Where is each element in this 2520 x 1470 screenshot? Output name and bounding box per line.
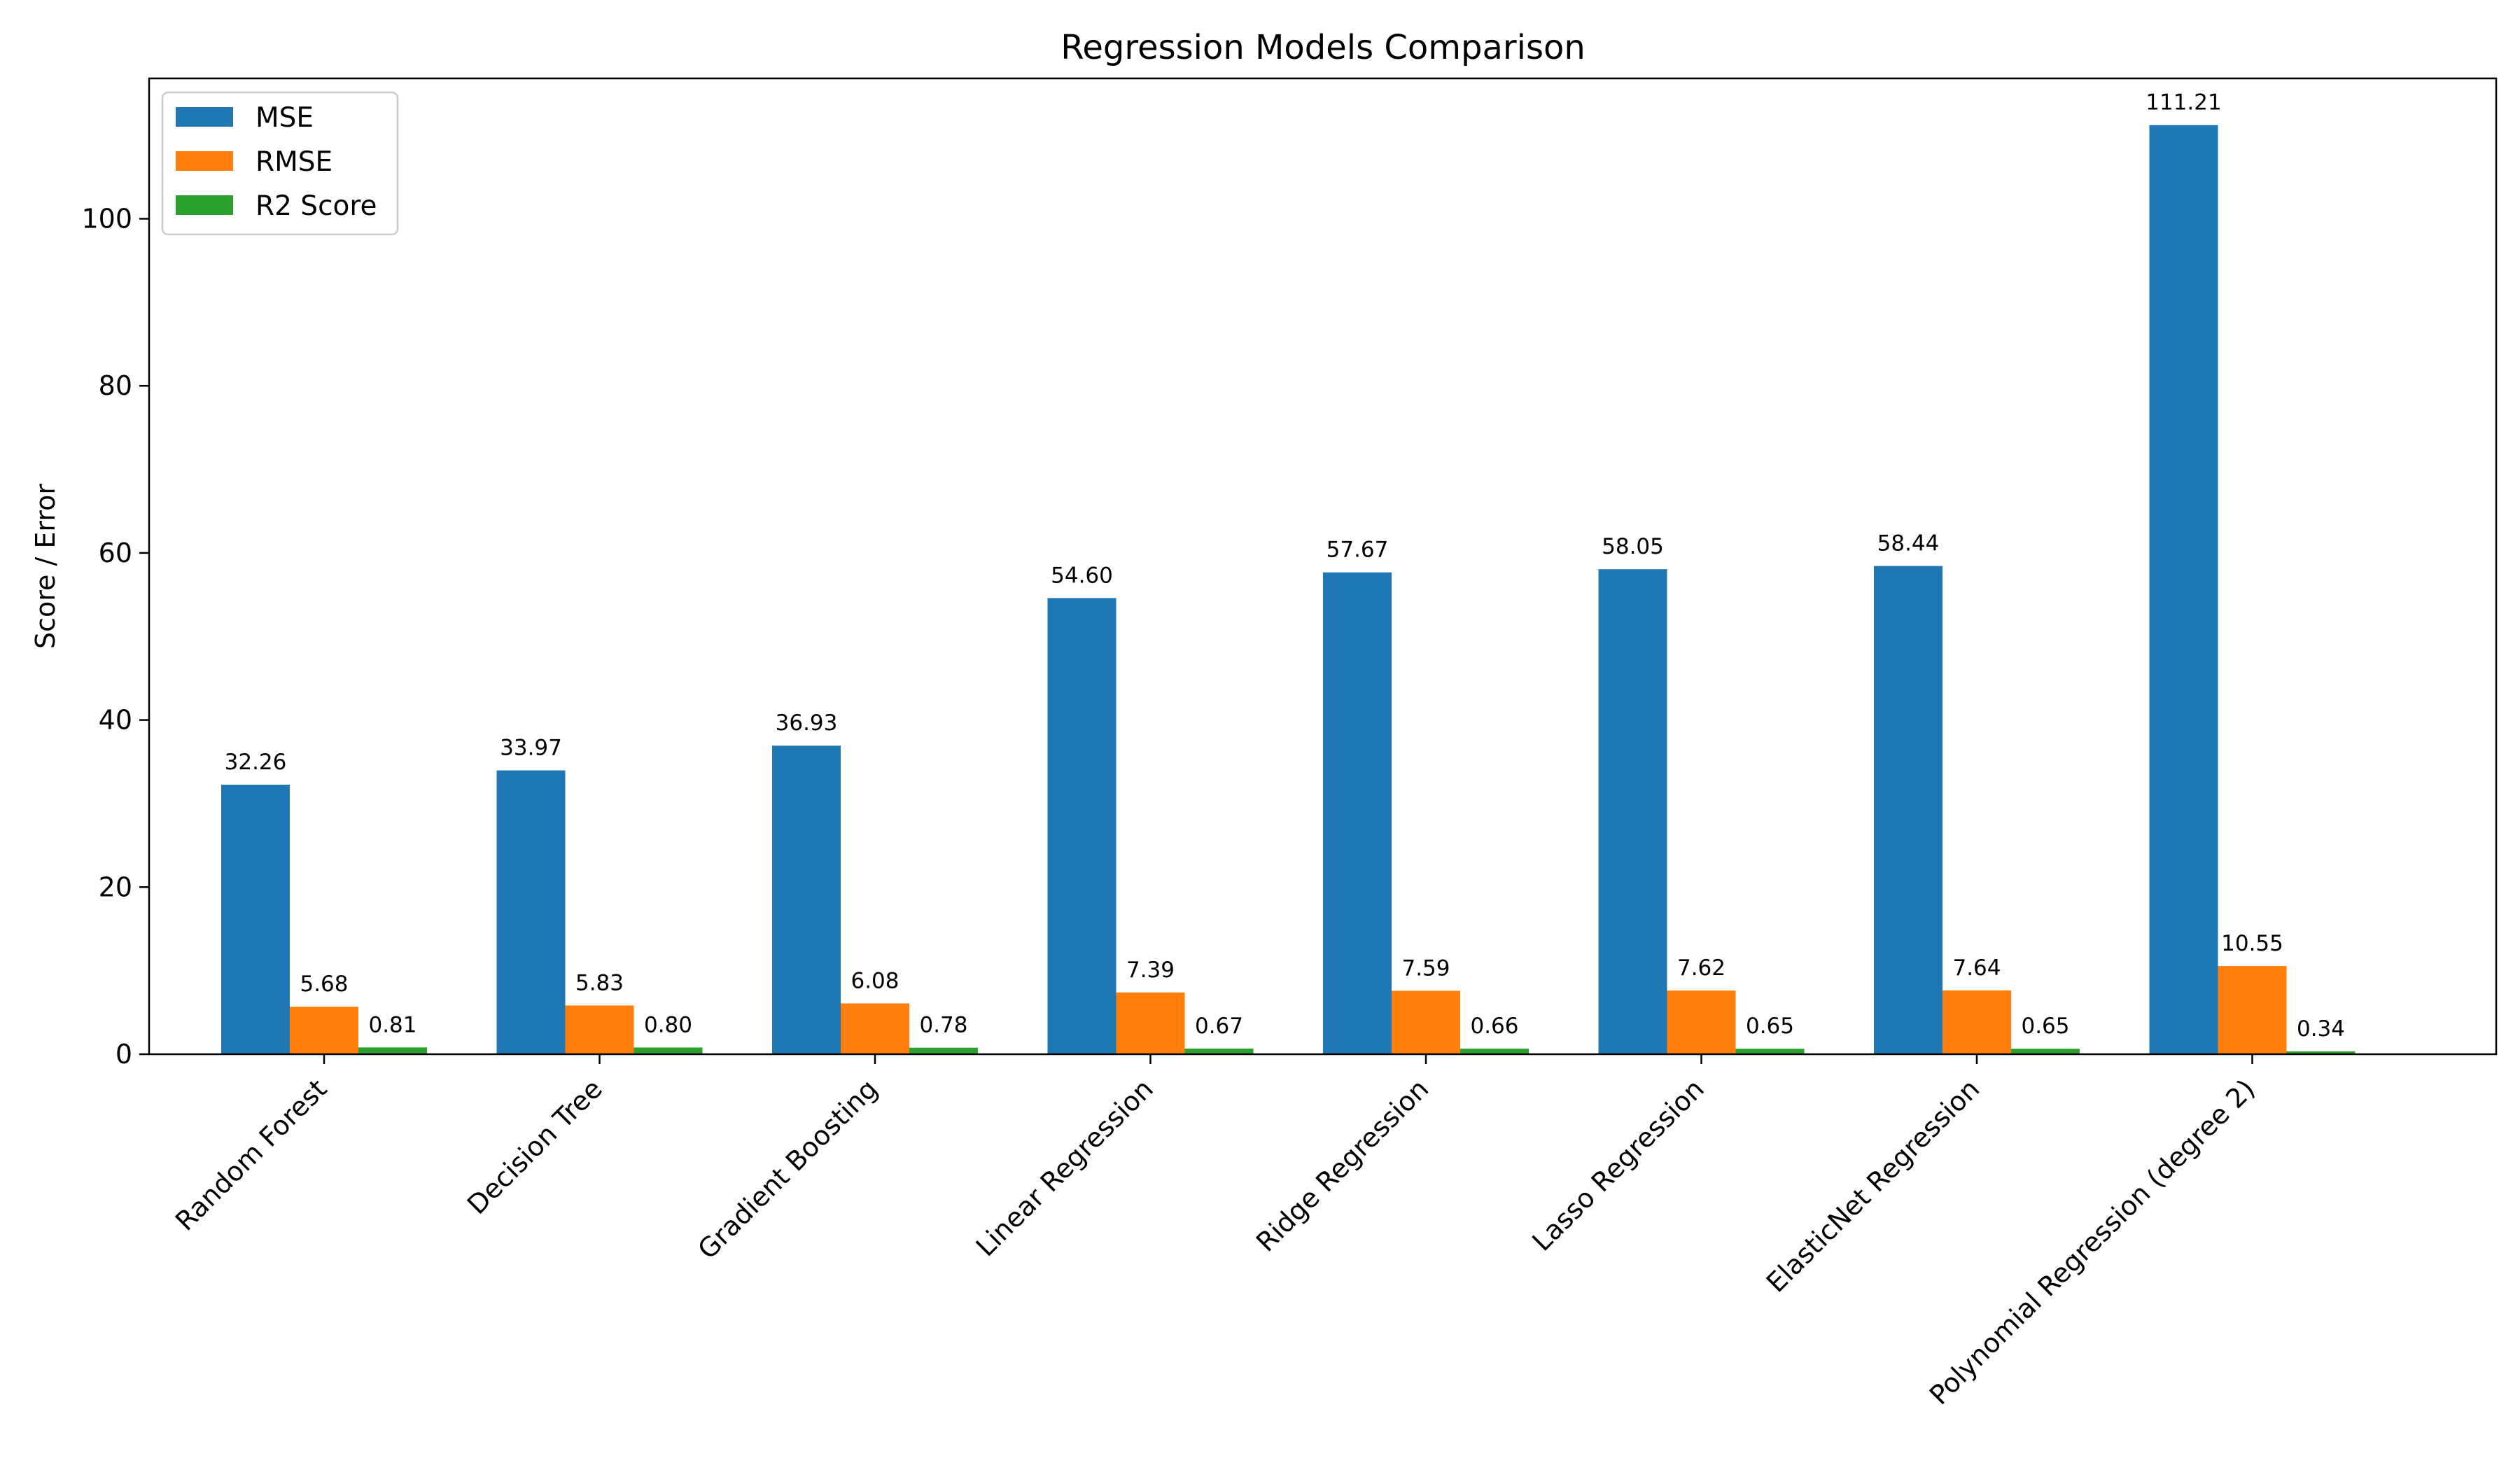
y-tick-label: 80 (99, 370, 132, 401)
data-label: 7.39 (1126, 958, 1175, 983)
bar-rmse (2218, 966, 2287, 1054)
y-axis-label: Score / Error (30, 484, 61, 649)
data-label: 5.83 (575, 970, 624, 995)
data-label: 36.93 (776, 710, 838, 736)
data-label: 6.08 (850, 968, 899, 993)
bar-r2-score (1735, 1049, 1805, 1054)
data-label: 0.67 (1195, 1014, 1243, 1039)
bar-r2-score (358, 1047, 427, 1054)
y-tick-label: 20 (99, 872, 132, 902)
bar-r2-score (1460, 1049, 1529, 1054)
legend-swatch (176, 107, 233, 127)
data-label: 7.62 (1677, 955, 1726, 981)
y-tick-label: 100 (81, 204, 132, 234)
x-tick-label: Decision Tree (461, 1073, 608, 1220)
bar-mse (1598, 569, 1667, 1054)
bar-mse (496, 770, 566, 1054)
y-tick-label: 60 (99, 538, 132, 568)
bar-rmse (565, 1005, 634, 1054)
y-axis-ticks: 0 20 40 60 80 100 (81, 204, 149, 1070)
data-label: 0.80 (644, 1012, 692, 1037)
legend-label: R2 Score (255, 190, 377, 222)
plot-frame (148, 77, 2498, 1056)
bar-mse (2149, 125, 2218, 1054)
legend: MSE RMSE R2 Score (161, 91, 399, 236)
data-label: 58.05 (1602, 534, 1664, 559)
x-tick-label: Gradient Boosting (692, 1073, 883, 1265)
legend-swatch (176, 151, 233, 171)
data-label: 54.60 (1051, 563, 1113, 588)
data-label: 7.59 (1401, 955, 1450, 981)
data-label: 0.34 (2297, 1016, 2345, 1042)
bar-mse (772, 746, 841, 1054)
data-label: 7.64 (1952, 955, 2001, 981)
x-tick-label: Ridge Regression (1250, 1073, 1434, 1257)
bars-group (221, 125, 2356, 1054)
bar-r2-score (2286, 1051, 2356, 1054)
y-tick-label: 40 (99, 705, 132, 736)
bar-r2-score (1184, 1049, 1254, 1054)
bar-r2-score (2011, 1049, 2080, 1054)
data-labels-group: 32.26 5.68 0.81 33.97 5.83 0.80 36.93 6.08 0.78 5… (225, 90, 2345, 1042)
data-label: 5.68 (300, 972, 348, 997)
legend-label: RMSE (255, 146, 332, 178)
data-label: 58.44 (1877, 531, 1940, 556)
x-tick-label: Lasso Regression (1526, 1073, 1710, 1257)
data-label: 111.21 (2146, 90, 2221, 115)
bar-rmse (1116, 992, 1185, 1054)
x-tick-label: Polynomial Regression (degree 2) (1924, 1073, 2261, 1410)
bar-r2-score (909, 1047, 978, 1054)
bar-mse (1323, 572, 1392, 1054)
x-tick-label: Random Forest (169, 1073, 332, 1236)
bar-mse (1047, 598, 1116, 1054)
bar-rmse (290, 1007, 358, 1054)
y-tick-label: 0 (115, 1039, 132, 1070)
bar-rmse (1392, 990, 1460, 1054)
data-label: 33.97 (500, 736, 562, 761)
bar-rmse (1942, 990, 2011, 1054)
data-label: 0.65 (2021, 1014, 2069, 1039)
bar-mse (221, 784, 290, 1054)
data-label: 0.78 (919, 1013, 967, 1038)
data-label: 57.67 (1326, 538, 1389, 563)
bar-mse (1874, 566, 1942, 1054)
data-label: 32.26 (225, 750, 287, 775)
legend-swatch (176, 195, 233, 215)
x-tick-label: Linear Regression (970, 1073, 1159, 1262)
x-axis-ticks: Random Forest Decision Tree Gradient Boost… (169, 1054, 2261, 1410)
data-label: 0.81 (368, 1012, 416, 1037)
data-label: 0.65 (1746, 1014, 1794, 1039)
chart-title: Regression Models Comparison (1060, 28, 1586, 67)
legend-label: MSE (255, 102, 314, 134)
x-tick-label: ElasticNet Regression (1760, 1073, 1985, 1298)
bar-rmse (841, 1003, 909, 1054)
data-label: 0.66 (1470, 1014, 1518, 1039)
bar-rmse (1667, 990, 1736, 1054)
bar-r2-score (634, 1047, 703, 1054)
data-label: 10.55 (2221, 931, 2283, 956)
